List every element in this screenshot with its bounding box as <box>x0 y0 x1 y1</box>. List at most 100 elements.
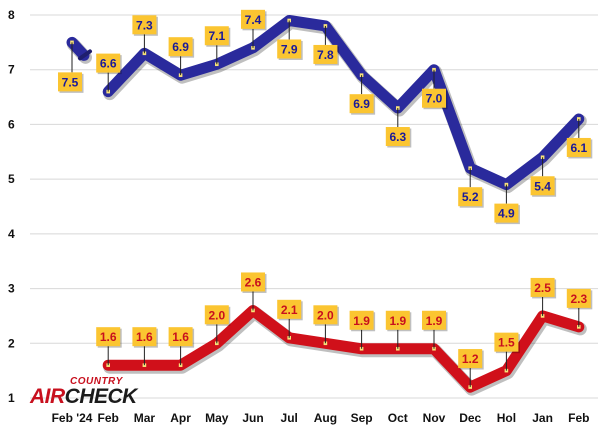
series-2-data-label-6: 2.1 <box>281 303 298 317</box>
x-tick-label-7: Aug <box>314 411 337 425</box>
series-1-data-label-11: 5.2 <box>462 190 479 204</box>
series-1-data-label-7: 7.8 <box>317 48 334 62</box>
x-axis-ticks: Feb '24 Feb Mar Apr May Jun Jul Aug Sep Oct Nov Dec… <box>52 411 590 425</box>
series-1-data-label-0: 7.5 <box>62 75 79 89</box>
series-2-label-box-8 <box>349 310 374 330</box>
series-2-point-14 <box>577 325 581 329</box>
series-1-line-0 <box>66 36 90 61</box>
series-2-data-label-11: 1.2 <box>462 352 479 366</box>
series-2-label-box-5 <box>241 272 265 292</box>
series-2-label-box-7 <box>313 305 338 325</box>
series-1-data-label-3: 6.9 <box>172 40 189 54</box>
x-tick-label-4: May <box>205 411 229 425</box>
series-2-line-0 <box>102 305 585 393</box>
series-1-data-label-9: 6.3 <box>389 130 406 144</box>
series-1-data-label-13: 5.4 <box>534 179 551 193</box>
data-labels: 7.5 6.6 7.3 6.9 7.1 7.4 7.9 7.8 6.9 6.3 7.0 5.2 4.9 5… <box>58 9 593 388</box>
x-tick-label-5: Jun <box>242 411 263 425</box>
x-tick-label-14: Feb <box>568 411 589 425</box>
series-2-data-label-4: 2.0 <box>208 308 225 322</box>
x-tick-label-8: Sep <box>351 411 373 425</box>
x-tick-label-10: Nov <box>423 411 446 425</box>
series-2-data-label-13: 2.5 <box>534 281 551 295</box>
series-2-data-label-7: 2.0 <box>317 308 334 322</box>
y-tick-label-5: 5 <box>8 172 15 186</box>
series-2-label-box-13 <box>530 277 555 297</box>
series-2-label-box-2 <box>132 327 157 347</box>
y-tick-label-6: 6 <box>8 117 15 131</box>
series-2-data-label-8: 1.9 <box>353 314 370 328</box>
series-1-label-box-6 <box>277 39 302 59</box>
series-2-label-box-12 <box>494 332 519 352</box>
series-1-point-14 <box>577 117 581 121</box>
y-tick-label-8: 8 <box>8 8 15 22</box>
series-1-label-box-8 <box>349 94 374 114</box>
series-2-label-box-3 <box>168 327 193 347</box>
x-tick-label-11: Dec <box>459 411 481 425</box>
series-2-point-1 <box>106 363 110 367</box>
series-1-data-label-8: 6.9 <box>353 97 370 111</box>
y-axis-ticks: 1 2 3 4 5 6 7 8 <box>8 8 15 405</box>
country-aircheck-logo: COUNTRY AIRCHECK <box>22 376 137 420</box>
series-2-label-box-1 <box>96 327 121 347</box>
series-1-label-box-10 <box>422 88 446 108</box>
series-2-label-box-4 <box>204 305 229 325</box>
series-2-point-2 <box>142 363 147 367</box>
series-1-data-label-5: 7.4 <box>245 13 262 27</box>
logo-check-text: CHECK <box>64 385 138 408</box>
x-tick-label-6: Jul <box>281 411 298 425</box>
series-1-data-label-6: 7.9 <box>281 42 298 56</box>
series-2-data-label-12: 1.5 <box>498 336 515 350</box>
series-1-data-label-10: 7.0 <box>426 92 443 106</box>
series-2-label-box-9 <box>385 310 410 330</box>
series-1-data-label-4: 7.1 <box>208 29 225 43</box>
series-1-break-cap <box>78 49 92 61</box>
series-1-label-box-3 <box>168 37 193 57</box>
series-2-point-13 <box>540 314 545 318</box>
series-lines <box>66 15 587 396</box>
x-tick-label-13: Jan <box>532 411 553 425</box>
logo-wordmark: AIRCHECK <box>30 385 137 409</box>
series-2-label-box-14 <box>566 288 591 308</box>
x-tick-label-1: Feb <box>98 411 119 425</box>
series-2-label-box-11 <box>458 349 483 369</box>
y-tick-label-4: 4 <box>8 227 15 241</box>
x-tick-label-2: Mar <box>134 411 156 425</box>
series-1-data-label-1: 6.6 <box>100 57 117 71</box>
series-1-data-label-12: 4.9 <box>498 207 515 221</box>
series-2-point-3 <box>178 363 183 367</box>
y-tick-label-3: 3 <box>8 282 15 296</box>
logo-country-text: COUNTRY <box>70 376 123 387</box>
series-1-label-box-0 <box>58 72 82 92</box>
series-1-data-label-14: 6.1 <box>570 141 587 155</box>
y-tick-label-7: 7 <box>8 63 15 77</box>
series-2-data-label-3: 1.6 <box>172 330 189 344</box>
y-tick-label-2: 2 <box>8 336 15 350</box>
series-1-point-1 <box>106 89 110 94</box>
x-tick-label-12: Hol <box>497 411 516 425</box>
series-2-data-label-5: 2.6 <box>245 275 262 289</box>
series-2-point-12 <box>504 368 509 373</box>
series-1-label-box-1 <box>96 53 121 73</box>
series-1-label-box-7 <box>313 44 338 64</box>
x-tick-label-3: Apr <box>170 411 191 425</box>
logo-air-text: AIR <box>30 385 65 408</box>
series-2-data-label-9: 1.9 <box>389 314 406 328</box>
series-1-point-7 <box>323 24 328 28</box>
series-2-label-box-6 <box>277 299 302 319</box>
series-2-data-label-10: 1.9 <box>426 314 443 328</box>
series-2-data-label-1: 1.6 <box>100 330 117 344</box>
x-tick-label-0: Feb '24 <box>52 411 93 425</box>
y-tick-label-1: 1 <box>8 391 15 405</box>
series-1-label-box-12 <box>494 203 519 223</box>
series-1-line-1 <box>102 15 585 191</box>
series-1-label-box-13 <box>530 176 555 196</box>
series-2-data-label-14: 2.3 <box>570 292 587 306</box>
series-1-label-box-4 <box>204 26 229 46</box>
series-2-label-box-10 <box>422 310 446 330</box>
x-tick-label-9: Oct <box>388 411 408 425</box>
series-1-label-box-2 <box>132 15 157 35</box>
series-1-point-10 <box>432 67 436 72</box>
series-1-data-label-2: 7.3 <box>136 18 153 32</box>
